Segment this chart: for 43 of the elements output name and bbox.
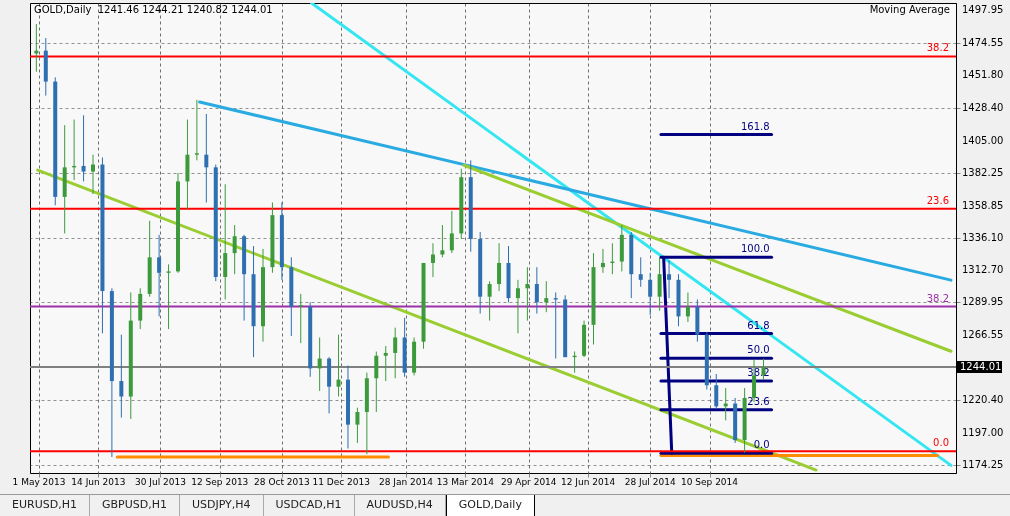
annotation: 38.2: [926, 42, 949, 54]
x-tick-label: 14 Jun 2013: [71, 477, 126, 487]
x-tick-label: 28 Jul 2014: [624, 477, 676, 487]
text: GBPUSD,H1: [89, 495, 180, 516]
text: AUDUSD,H4: [354, 495, 446, 516]
annotation: 23.6: [926, 194, 949, 206]
y-tick-label: 1174.25: [962, 459, 1004, 471]
y-tick-label: 1289.95: [962, 296, 1004, 308]
x-tick-label: 11 Dec 2013: [312, 477, 370, 487]
annotation: 161.8: [740, 120, 770, 132]
y-tick-label: 1266.55: [962, 329, 1004, 341]
y-tick-label: 1405.00: [962, 134, 1004, 146]
x-tick-label: 12 Jun 2014: [561, 477, 616, 487]
x-tick-label: 13 Mar 2014: [436, 477, 495, 487]
text: USDJPY,H4: [179, 495, 264, 516]
annotation: 100.0: [740, 243, 770, 255]
chart-title: GOLD,Daily 1241.46 1244.21 1240.82 1244.01: [34, 4, 273, 15]
annotation: 0.0: [753, 439, 770, 451]
annotation: Moving Average: [869, 4, 950, 15]
ref-line-label: 1244.01: [960, 360, 1002, 372]
x-tick-label: 29 Apr 2014: [500, 477, 557, 487]
y-tick-label: 1382.25: [962, 166, 1004, 178]
annotation: 0.0: [933, 437, 949, 449]
text: USDCAD,H1: [263, 495, 355, 516]
x-tick-label: 12 Sep 2013: [191, 477, 249, 487]
text: EURUSD,H1: [0, 495, 90, 516]
y-tick-label: 1336.10: [962, 231, 1004, 243]
y-tick-label: 1497.95: [962, 3, 1004, 15]
y-tick-label: 1197.00: [962, 427, 1004, 439]
annotation: 23.6: [747, 395, 770, 407]
y-tick-label: 1312.70: [962, 264, 1004, 276]
y-tick-label: 1428.40: [962, 101, 1004, 113]
y-tick-label: 1358.85: [962, 199, 1004, 211]
annotation: 50.0: [747, 344, 770, 356]
y-tick-label: 1474.55: [962, 36, 1004, 48]
x-tick-label: 30 Jul 2013: [134, 477, 186, 487]
x-tick-label: 1 May 2013: [12, 477, 66, 487]
y-tick-label: 1451.80: [962, 68, 1004, 80]
x-tick-label: 28 Oct 2013: [254, 477, 310, 487]
x-tick-label: 28 Jan 2014: [379, 477, 434, 487]
y-tick-label: 1220.40: [962, 394, 1004, 406]
annotation: 38.2: [926, 292, 949, 304]
x-tick-label: 10 Sep 2014: [681, 477, 739, 487]
